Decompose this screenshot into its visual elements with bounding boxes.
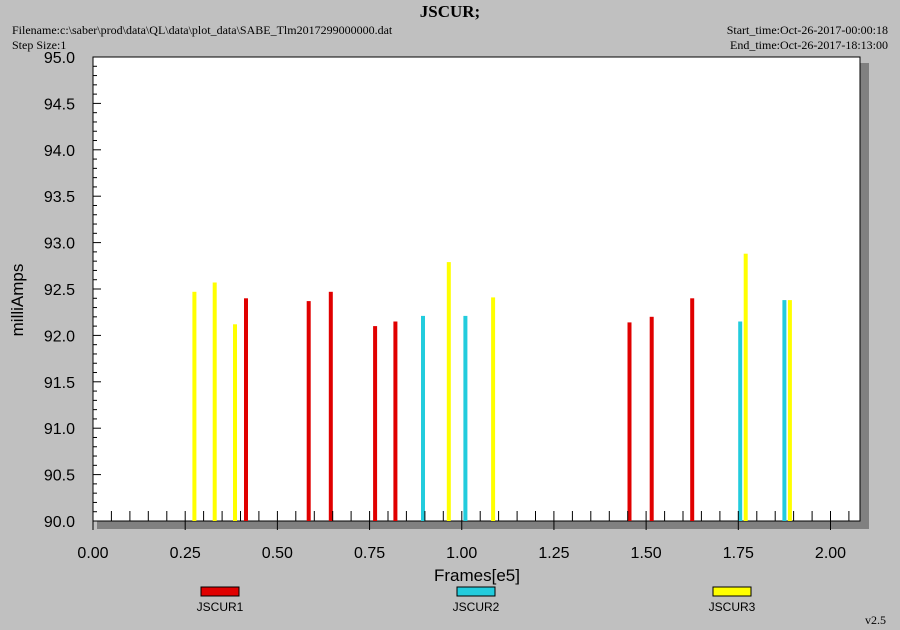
bar-jscur1-3 [373, 326, 378, 521]
y-tick-label: 95.0 [44, 50, 75, 67]
x-axis-label: Frames[e5] [434, 566, 520, 585]
bar-jscur1-1 [306, 301, 311, 521]
legend-label-jscur3: JSCUR3 [709, 600, 756, 614]
bar-jscur1-7 [690, 298, 695, 521]
legend-label-jscur2: JSCUR2 [453, 600, 500, 614]
y-tick-label: 91.0 [44, 421, 75, 438]
y-tick-label: 94.0 [44, 143, 75, 160]
bar-jscur3-6 [787, 300, 792, 521]
bar-jscur2-2 [738, 321, 743, 521]
y-tick-label: 93.5 [44, 189, 75, 206]
y-tick-label: 94.5 [44, 96, 75, 113]
x-minor-ticks [110, 511, 850, 521]
version-label: v2.5 [865, 613, 886, 627]
bar-jscur2-0 [421, 315, 425, 521]
bar-jscur1-5 [627, 322, 632, 521]
y-tick-label: 90.0 [44, 514, 75, 531]
bar-jscur3-5 [743, 253, 748, 521]
bar-jscur1-0 [244, 298, 248, 521]
x-tick-label: 1.75 [723, 545, 754, 562]
start-time-label: Start_time:Oct-26-2017-00:00:18 [726, 23, 888, 37]
end-time-label: End_time:Oct-26-2017-18:13:00 [730, 38, 888, 52]
legend-swatch-jscur2 [456, 586, 496, 597]
bar-jscur1-4 [393, 321, 398, 521]
x-tick-label: 0.75 [354, 545, 385, 562]
y-tick-label: 90.5 [44, 468, 75, 485]
legend-swatch-jscur1 [200, 586, 240, 597]
bar-jscur1-2 [328, 291, 333, 521]
bar-jscur2-3 [782, 300, 787, 521]
y-axis-label: milliAmps [8, 264, 27, 337]
x-tick-label: 1.00 [446, 545, 477, 562]
y-axis: 90.0 90.5 91.0 91.5 92.0 92.5 93.0 93.5 94.0 94.5… [44, 50, 101, 531]
bar-jscur3-1 [212, 282, 217, 521]
step-size-label: Step Size:1 [12, 38, 67, 52]
x-axis: 0.00 0.25 0.50 0.75 1.00 1.25 1.50 1.75 2.00 [77, 521, 846, 562]
y-tick-label: 92.5 [44, 282, 75, 299]
x-tick-label: 1.25 [538, 545, 569, 562]
y-tick-label: 92.0 [44, 328, 75, 345]
legend-swatch-jscur3 [712, 586, 752, 597]
bars-group [192, 253, 792, 521]
x-tick-label: 1.50 [631, 545, 662, 562]
bar-jscur2-1 [463, 315, 468, 521]
plot-area [92, 56, 861, 522]
y-tick-label: 93.0 [44, 236, 75, 253]
y-tick-label: 91.5 [44, 375, 75, 392]
bar-jscur3-2 [233, 324, 237, 521]
x-tick-label: 0.50 [262, 545, 293, 562]
legend: JSCUR1 JSCUR2 JSCUR3 [197, 586, 756, 614]
filename-label: Filename:c:\saber\prod\data\QL\data\plot… [12, 23, 393, 37]
bar-jscur1-6 [649, 316, 654, 521]
bar-jscur3-0 [192, 291, 197, 521]
x-tick-label: 2.00 [815, 545, 846, 562]
chart-title: JSCUR; [419, 2, 481, 21]
bar-jscur3-4 [491, 297, 496, 521]
x-tick-label: 0.25 [170, 545, 201, 562]
bar-jscur3-3 [446, 262, 451, 521]
x-tick-label: 0.00 [77, 545, 108, 562]
legend-label-jscur1: JSCUR1 [197, 600, 244, 614]
